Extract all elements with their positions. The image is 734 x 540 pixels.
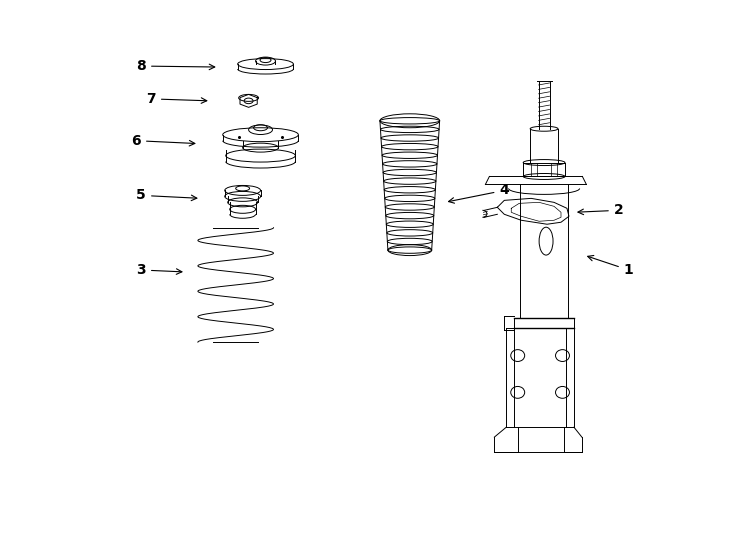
Text: 5: 5 — [137, 188, 197, 202]
Text: 7: 7 — [146, 92, 207, 106]
Text: 4: 4 — [448, 184, 509, 203]
Text: 8: 8 — [137, 59, 215, 73]
Text: 1: 1 — [588, 255, 633, 277]
Text: 2: 2 — [578, 203, 624, 217]
Text: 6: 6 — [131, 134, 195, 147]
Text: 3: 3 — [137, 263, 182, 277]
